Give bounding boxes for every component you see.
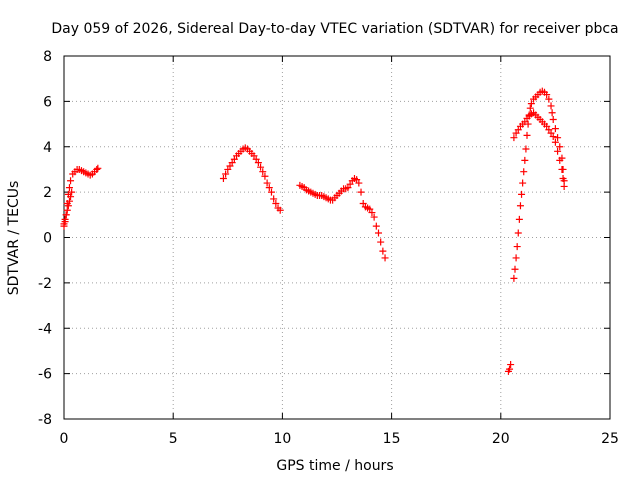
data-point	[510, 274, 518, 282]
data-point	[527, 100, 535, 108]
data-point	[257, 163, 265, 171]
data-point	[94, 164, 102, 172]
data-point	[355, 179, 363, 187]
data-point	[64, 202, 72, 210]
data-point	[551, 125, 559, 133]
data-point	[545, 95, 553, 103]
y-tick-label: -2	[38, 276, 52, 292]
data-point	[510, 134, 518, 142]
y-axis-label: SDTVAR / TECUs	[6, 181, 22, 296]
data-point	[372, 222, 380, 230]
data-point	[377, 238, 385, 246]
data-point	[526, 104, 534, 112]
grid-lines	[64, 56, 610, 419]
data-point	[548, 109, 556, 117]
data-point	[554, 147, 562, 155]
data-point	[93, 165, 101, 173]
data-point	[512, 254, 520, 262]
data-point	[516, 202, 524, 210]
data-point	[374, 229, 382, 237]
x-tick-label: 0	[60, 431, 69, 447]
y-tick-label: -8	[38, 412, 52, 428]
data-point	[276, 206, 284, 214]
data-point	[520, 168, 528, 176]
data-point	[522, 145, 530, 153]
y-tick-label: 8	[43, 49, 52, 65]
data-segment-3	[296, 175, 389, 262]
data-point	[370, 213, 378, 221]
y-tick-labels: -8 -6 -4 -2 0 2 4 6 8	[38, 49, 52, 428]
data-point	[519, 179, 527, 187]
y-tick-label: -4	[38, 321, 52, 337]
data-point	[63, 206, 71, 214]
x-tick-label: 15	[383, 431, 401, 447]
data-point	[68, 188, 76, 196]
data-point	[521, 156, 529, 164]
data-point	[543, 91, 551, 99]
data-point	[559, 175, 567, 183]
data-point	[556, 143, 564, 151]
data-point	[514, 229, 522, 237]
data-point	[67, 177, 75, 185]
x-tick-label: 25	[601, 431, 619, 447]
data-series	[60, 87, 568, 375]
data-point	[222, 170, 230, 178]
data-point	[523, 131, 531, 139]
data-point	[62, 211, 70, 219]
data-point	[511, 265, 519, 273]
y-tick-label: 2	[43, 185, 52, 201]
data-point	[219, 175, 227, 183]
data-point	[61, 215, 69, 223]
data-point	[267, 188, 275, 196]
data-point	[67, 193, 75, 201]
data-point	[556, 156, 564, 164]
data-point	[506, 365, 514, 373]
data-point	[515, 215, 523, 223]
data-point	[261, 172, 269, 180]
data-point	[558, 165, 566, 173]
y-tick-label: -6	[38, 367, 52, 383]
data-point	[254, 159, 262, 167]
y-tick-label: 0	[43, 231, 52, 247]
x-tick-labels: 0 5 10 15 20 25	[60, 431, 619, 447]
data-point	[65, 184, 73, 192]
x-tick-label: 20	[492, 431, 510, 447]
chart-title: Day 059 of 2026, Sidereal Day-to-day VTE…	[51, 21, 618, 37]
data-segment-6	[510, 109, 568, 190]
data-point	[357, 188, 365, 196]
data-point	[65, 197, 73, 205]
y-tick-label: 6	[43, 94, 52, 110]
data-point	[259, 168, 267, 176]
data-point	[265, 184, 273, 192]
data-point	[549, 116, 557, 124]
data-point	[518, 190, 526, 198]
data-point	[270, 195, 278, 203]
data-point	[507, 361, 515, 369]
data-point	[547, 102, 555, 110]
data-point	[513, 243, 521, 251]
data-point	[560, 182, 568, 190]
x-tick-label: 10	[273, 431, 291, 447]
data-point	[368, 209, 376, 217]
x-tick-label: 5	[169, 431, 178, 447]
data-point	[272, 199, 280, 207]
data-segment-1	[60, 188, 76, 228]
data-point	[379, 247, 387, 255]
data-point	[554, 134, 562, 142]
data-segment-2	[219, 144, 284, 214]
y-tick-label: 4	[43, 140, 52, 156]
data-point	[551, 138, 559, 146]
data-point	[549, 133, 557, 141]
x-axis-label: GPS time / hours	[276, 458, 393, 474]
data-point	[381, 254, 389, 262]
data-segment-4	[504, 361, 515, 375]
axis-ticks	[63, 55, 611, 420]
data-point	[60, 220, 68, 228]
data-point	[263, 179, 271, 187]
